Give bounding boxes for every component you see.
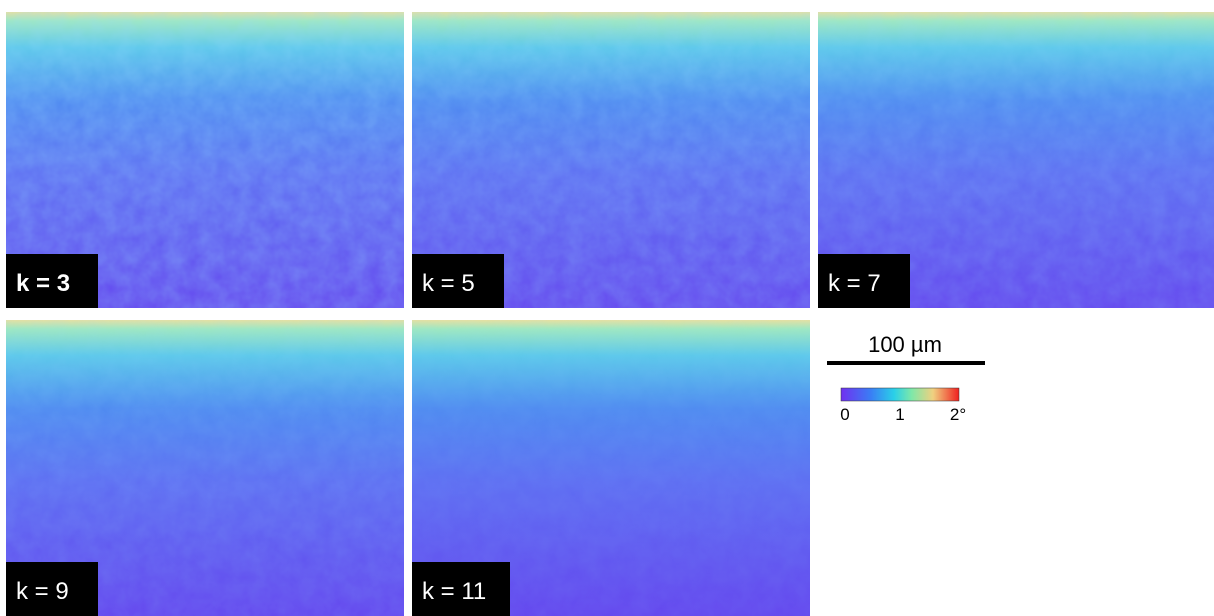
colorbar-tick-label: 0 [840,405,849,424]
colorbar-tick-label: 1 [895,405,904,424]
panel-label: k = 3 [16,270,70,297]
panel-label: k = 5 [422,270,475,297]
map-panel: k = 9 [6,320,404,616]
figure: 100 µm 0 1 2° k = 3 k = 5 k = 7 k = 9 k = 11 [0,0,1214,616]
page: {"panels": [ {"label": "k = 3", "bold": … [0,0,1214,616]
scale-bar-label: 100 µm [868,332,942,357]
colorbar-ticks: 0 1 2° [840,405,966,424]
map-panel: k = 3 [6,12,404,308]
colorbar-tick-label: 2° [950,405,966,424]
map-panel: k = 5 [412,12,810,308]
map-panel: k = 11 [412,320,810,616]
scale-bar [827,361,985,365]
panel-label: k = 9 [16,578,69,605]
panel-label: k = 11 [422,578,486,605]
colorbar [841,388,959,401]
map-panel: k = 7 [818,12,1214,308]
panel-label: k = 7 [828,270,881,297]
